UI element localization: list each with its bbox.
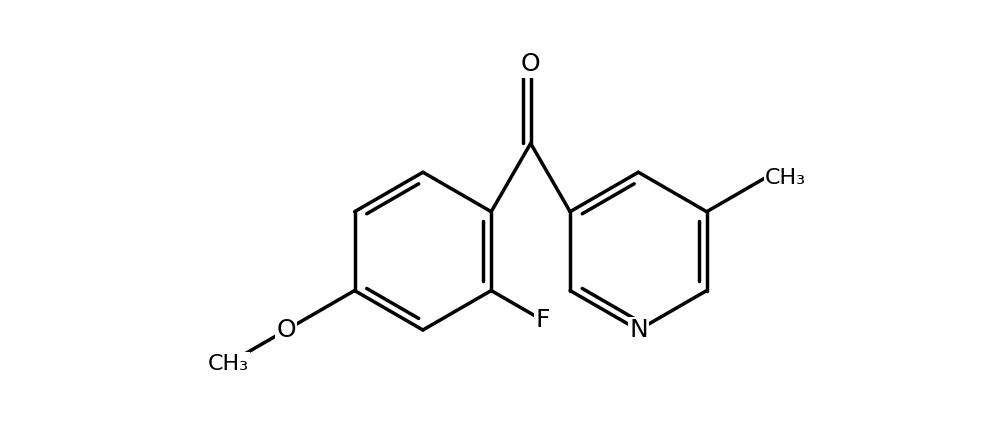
Text: CH₃: CH₃ — [208, 354, 249, 374]
Text: N: N — [629, 318, 647, 342]
Text: CH₃: CH₃ — [765, 168, 806, 188]
Text: O: O — [521, 53, 540, 77]
Text: F: F — [535, 308, 550, 332]
Text: O: O — [276, 318, 296, 342]
